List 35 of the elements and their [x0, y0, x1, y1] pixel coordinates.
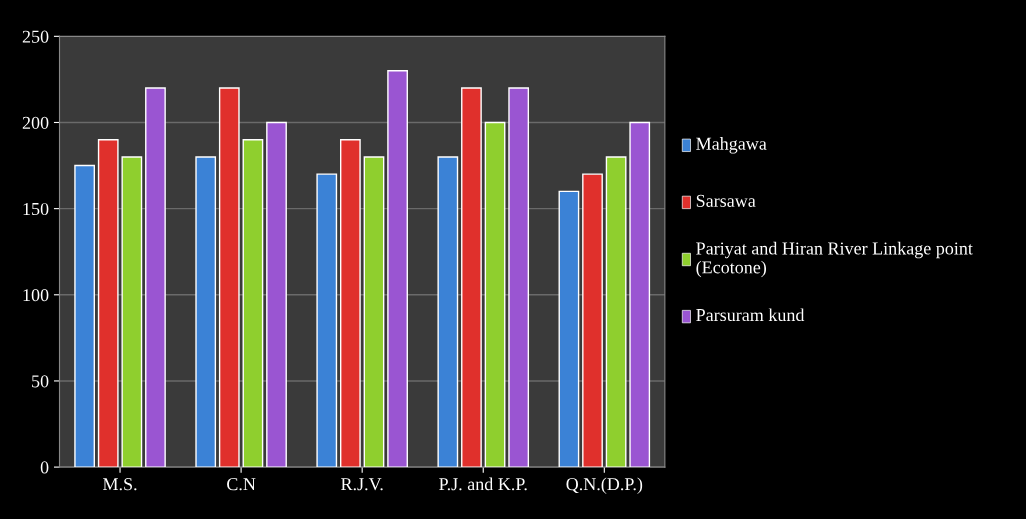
x-tick-label: R.J.V. — [341, 478, 383, 491]
bar — [461, 87, 482, 468]
x-tick-label: M.S. — [103, 478, 137, 491]
x-tick-label: Q.N.(D.P.) — [566, 477, 643, 494]
legend-label: Parsuram kund — [696, 308, 805, 322]
bar — [363, 156, 385, 468]
y-tick-label: 200 — [22, 116, 49, 129]
bar — [484, 121, 506, 468]
bar — [145, 87, 166, 468]
bar — [195, 156, 217, 468]
bar — [508, 87, 530, 468]
bar — [437, 156, 459, 468]
y-tick-label: 250 — [22, 30, 49, 43]
x-tick-label: C.N — [227, 478, 256, 491]
bar — [218, 87, 240, 468]
legend-label: Pariyat and Hiran River Linkage point (Ecotone) — [696, 241, 973, 278]
bar — [97, 139, 119, 468]
bar — [121, 156, 143, 468]
legend-label: Sarsawa — [696, 194, 756, 207]
bar — [339, 139, 361, 468]
bar — [605, 156, 627, 468]
y-tick-label: 100 — [23, 289, 49, 302]
bar — [74, 164, 96, 468]
y-tick-label: 50 — [32, 375, 49, 388]
y-tick-label: 0 — [40, 461, 49, 474]
bar — [629, 121, 651, 468]
x-tick-label: P.J. and K.P. — [439, 477, 527, 491]
bar — [582, 173, 603, 468]
y-tick-label: 150 — [23, 202, 49, 216]
bar — [558, 190, 580, 468]
bar — [266, 121, 287, 468]
bar — [242, 139, 264, 468]
bar — [387, 70, 408, 468]
bar — [316, 173, 338, 468]
legend-label: Mahgawa — [696, 137, 767, 154]
